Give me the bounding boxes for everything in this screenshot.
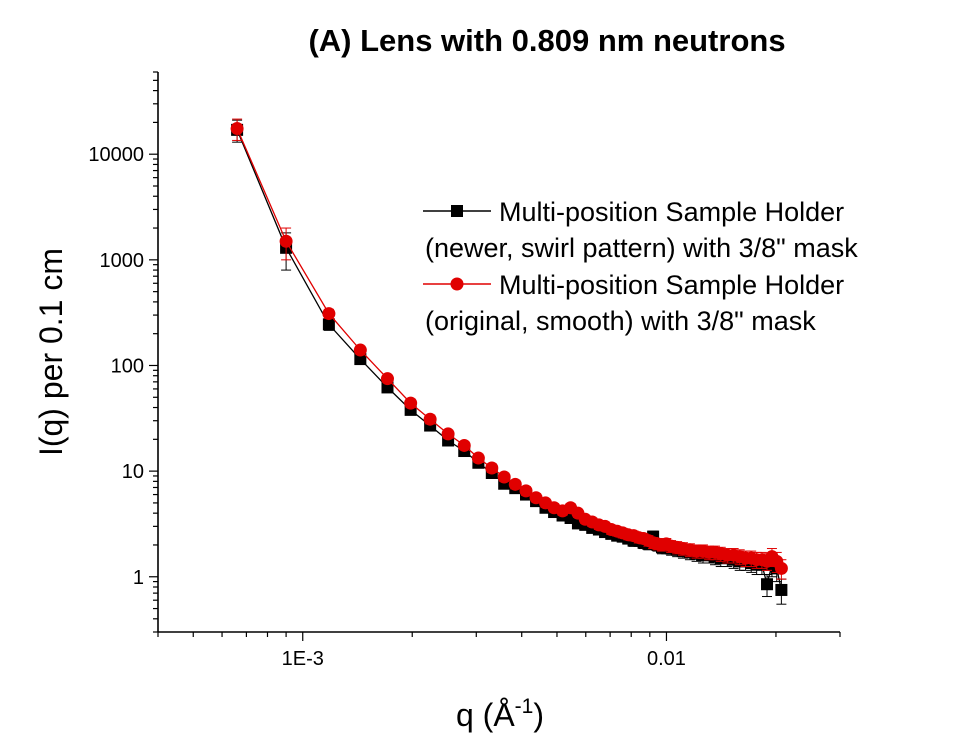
data-point: [457, 438, 471, 452]
legend-label-1-line2: (original, smooth) with 3/8" mask: [425, 306, 816, 336]
data-point: [380, 372, 394, 386]
plot-area: [230, 118, 788, 605]
legend-label-0-line1: Multi-position Sample Holder: [499, 197, 844, 227]
y-axis-label: I(q) per 0.1 cm: [33, 248, 69, 456]
legend: Multi-position Sample Holder (newer, swi…: [423, 197, 858, 336]
x-axis-label-superscript: -1: [515, 695, 534, 718]
legend-label-1-line1: Multi-position Sample Holder: [499, 270, 844, 300]
legend-marker-symbol: [450, 277, 464, 291]
data-point: [322, 318, 335, 331]
data-point: [404, 396, 418, 410]
data-point: [423, 412, 437, 426]
data-point: [279, 234, 293, 248]
x-axis-label: q (Å-1): [456, 695, 544, 733]
data-point: [519, 484, 533, 498]
data-point: [471, 451, 485, 465]
chart-title: (A) Lens with 0.809 nm neutrons: [308, 23, 785, 58]
data-point: [774, 561, 788, 575]
legend-label-0-line2: (newer, swirl pattern) with 3/8" mask: [425, 233, 858, 263]
legend-marker-symbol: [451, 205, 463, 217]
data-point: [354, 353, 367, 366]
data-point: [508, 477, 522, 491]
y-tick-label: 10000: [88, 144, 144, 166]
data-point: [485, 461, 499, 475]
axes: [157, 72, 840, 633]
x-axis-label-main: q (Å: [456, 697, 515, 733]
legend-marker-0: [451, 205, 463, 217]
legend-entry-1: Multi-position Sample Holder (original, …: [423, 270, 844, 336]
x-axis-label-close: ): [533, 697, 544, 733]
data-point: [230, 122, 244, 136]
y-tick-label: 1000: [100, 250, 145, 272]
y-tick-label: 10: [122, 461, 144, 483]
data-point: [322, 307, 336, 321]
legend-entry-0: Multi-position Sample Holder (newer, swi…: [423, 197, 858, 263]
y-tick-label: 100: [111, 355, 144, 377]
data-point: [441, 427, 455, 441]
series-0: [231, 119, 788, 605]
y-tick-label: 1: [133, 567, 144, 589]
data-point: [761, 578, 774, 591]
data-point: [497, 470, 511, 484]
x-tick-label: 0.01: [647, 648, 686, 670]
x-tick-label: 1E-3: [282, 648, 324, 670]
data-point: [353, 343, 367, 357]
data-point: [775, 583, 788, 596]
series-line-1: [236, 128, 782, 569]
legend-marker-1: [450, 277, 464, 291]
ticks: 1 10 100 1000 10000 1E-3 0.01: [88, 71, 841, 670]
series-1: [230, 118, 788, 580]
